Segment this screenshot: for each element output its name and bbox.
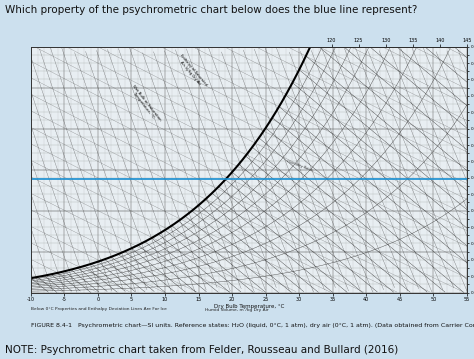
X-axis label: Dry Bulb Temperature, °C: Dry Bulb Temperature, °C xyxy=(214,304,284,309)
Text: NOTE: Psychrometric chart taken from Felder, Rousseau and Bullard (2016): NOTE: Psychrometric chart taken from Fel… xyxy=(5,345,398,355)
Text: Wet Bulb or Saturation
Temperature, °C: Wet Bulb or Saturation Temperature, °C xyxy=(128,84,162,124)
Text: Which property of the psychrometric chart below does the blue line represent?: Which property of the psychrometric char… xyxy=(5,5,417,15)
Text: Humid Volume, m³/kg Dry Air: Humid Volume, m³/kg Dry Air xyxy=(205,307,269,312)
Text: Enthalpy of Saturated
Air, kJ/kg Dry Air: Enthalpy of Saturated Air, kJ/kg Dry Air xyxy=(176,53,208,89)
Text: Humidity Ratio: Humidity Ratio xyxy=(286,159,312,172)
Text: FIGURE 8.4-1   Psychrometric chart—SI units. Reference states: H₂O (liquid, 0°C,: FIGURE 8.4-1 Psychrometric chart—SI unit… xyxy=(31,323,474,328)
Text: Below 0°C Properties and Enthalpy Deviation Lines Are For Ice: Below 0°C Properties and Enthalpy Deviat… xyxy=(31,307,167,311)
